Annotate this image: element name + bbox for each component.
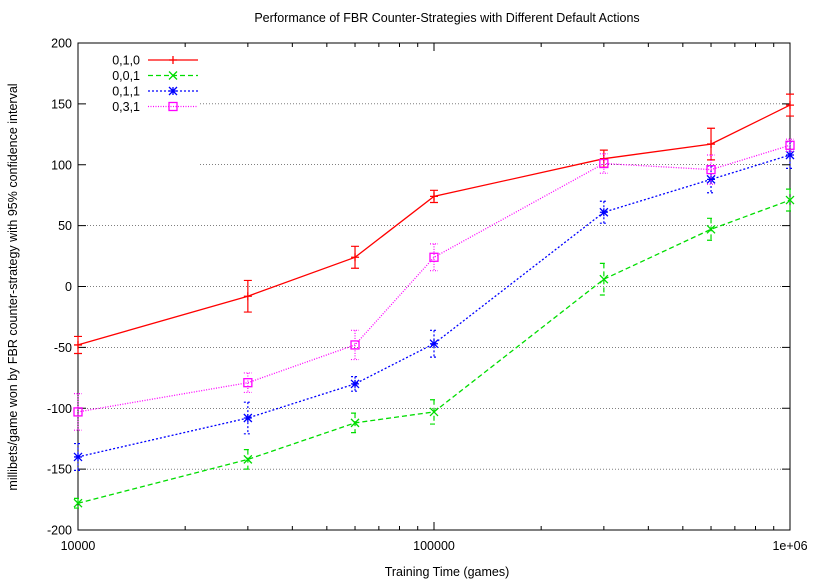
data-point [243, 378, 253, 388]
error-bar [599, 153, 608, 174]
legend-label: 0,3,1 [112, 100, 140, 114]
chart-title: Performance of FBR Counter-Strategies wi… [254, 11, 639, 25]
y-tick-label: 0 [65, 280, 72, 294]
data-point [785, 195, 795, 205]
data-point [785, 150, 795, 160]
x-tick-label: 100000 [413, 539, 455, 553]
legend-marker [168, 86, 178, 96]
series-line [77, 144, 791, 413]
error-bar [74, 393, 82, 431]
series-0-3-1 [73, 138, 795, 431]
legend-marker [168, 101, 178, 112]
y-tick-label: -50 [54, 341, 72, 355]
series-0-1-0 [74, 93, 794, 355]
x-tick-label: 1e+06 [772, 539, 807, 553]
data-point [351, 253, 360, 262]
y-tick-label: 200 [51, 37, 72, 51]
data-point [706, 224, 716, 234]
data-point [350, 379, 360, 389]
data-point [430, 192, 438, 201]
data-point [243, 413, 253, 423]
data-point [73, 452, 83, 462]
data-point [599, 158, 609, 169]
error-bar [599, 200, 608, 224]
data-point [429, 407, 439, 417]
data-point [243, 292, 252, 301]
data-point [785, 140, 795, 150]
plot-frame [77, 42, 791, 531]
y-tick-label: 50 [58, 219, 72, 233]
legend-marker [168, 71, 178, 80]
error-bar [351, 375, 360, 392]
legend-label: 0,1,1 [112, 85, 140, 99]
series-0-0-1 [73, 188, 795, 509]
series-line [77, 104, 791, 346]
data-point [599, 274, 609, 284]
y-tick-label: 100 [51, 158, 72, 172]
error-bar [351, 329, 360, 361]
axes-layer: -200 -150 -100 -50 0 50 100 150 200 10000 100000 1e… [47, 37, 808, 554]
error-bar [243, 372, 252, 394]
y-axis-label: millibets/game won by FBR counter-strate… [6, 83, 20, 490]
data-point [706, 174, 716, 184]
y-tick-label: -150 [47, 463, 72, 477]
data-point [786, 101, 794, 110]
error-bar [707, 154, 716, 185]
error-bar [243, 401, 252, 435]
data-point [429, 339, 439, 349]
legend-label: 0,1,0 [112, 54, 140, 68]
data-point [707, 140, 716, 149]
data-point [243, 454, 253, 464]
data-point [350, 340, 360, 350]
x-axis-label: Training Time (games) [385, 565, 510, 579]
series-layer [73, 93, 795, 509]
data-point [74, 340, 82, 349]
data-point [73, 407, 83, 417]
data-point [73, 498, 83, 508]
data-point [599, 207, 609, 217]
error-bar [430, 243, 438, 272]
error-bar [599, 262, 608, 296]
data-point [350, 418, 360, 428]
legend-label: 0,0,1 [112, 69, 140, 83]
data-point [429, 252, 439, 262]
series-0-1-1 [73, 141, 795, 471]
legend: 0,1,00,0,1 0,1,10,3,1 [112, 54, 198, 114]
y-tick-label: -200 [47, 524, 72, 538]
legend-marker [169, 56, 177, 64]
x-tick-label: 10000 [61, 539, 96, 553]
y-tick-label: 150 [51, 97, 72, 111]
data-point [706, 164, 716, 175]
grid-layer [78, 103, 790, 470]
y-tick-label: -100 [47, 402, 72, 416]
